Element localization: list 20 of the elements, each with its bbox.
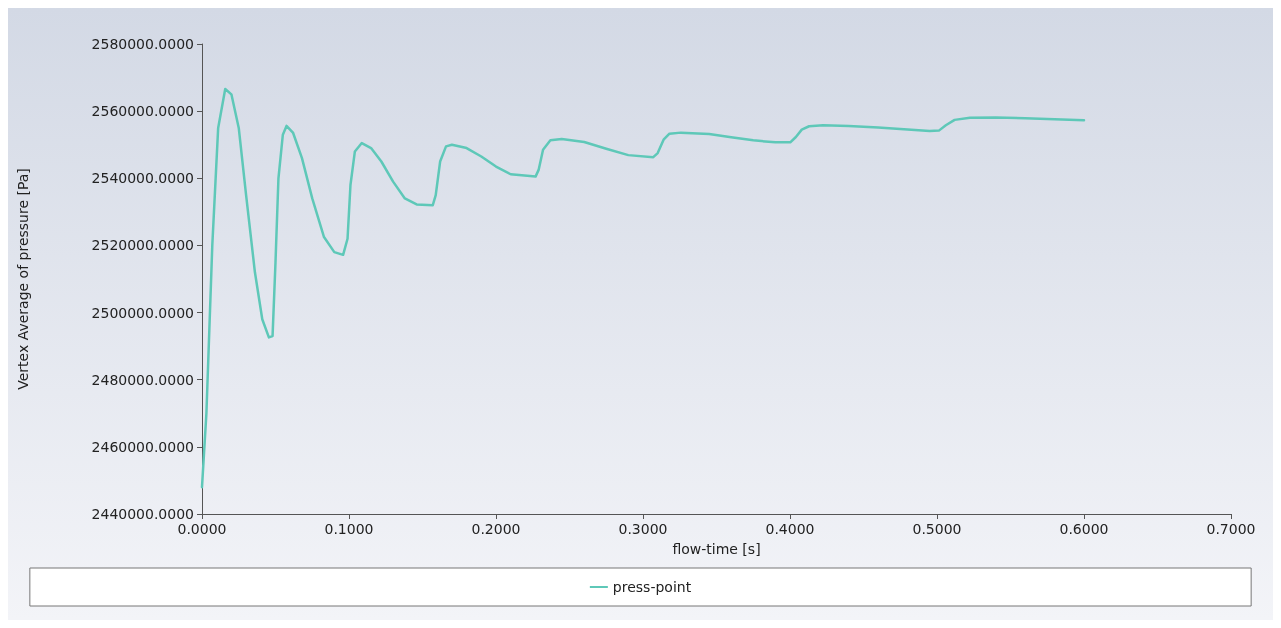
y-tick-label: 2580000.0000: [91, 36, 194, 52]
x-tick-label: 0.5000: [912, 521, 962, 537]
x-tick-label: 0.0000: [177, 521, 227, 537]
y-axis-title: Vertex Average of pressure [Pa]: [15, 168, 31, 390]
y-tick-label: 2480000.0000: [91, 371, 194, 388]
y-tick-label: 2540000.0000: [91, 170, 194, 187]
x-tick-label: 0.7000: [1206, 521, 1256, 537]
x-tick-label: 0.3000: [618, 521, 668, 537]
y-tick-label: 2520000.0000: [91, 237, 194, 254]
y-tick-label: 2560000.0000: [91, 103, 194, 120]
x-tick-label: 0.1000: [324, 521, 374, 537]
legend-label: press-point: [612, 579, 692, 595]
y-tick-label: 2440000.0000: [91, 506, 194, 522]
y-tick-label: 2500000.0000: [91, 304, 194, 321]
line-series: [200, 87, 1086, 489]
x-tick-label: 0.4000: [765, 521, 815, 537]
x-axis-title: flow-time [s]: [672, 541, 761, 557]
y-tick-label: 2460000.0000: [91, 438, 194, 455]
x-tick-label: 0.6000: [1059, 521, 1109, 537]
x-tick-label: 0.2000: [471, 521, 521, 537]
